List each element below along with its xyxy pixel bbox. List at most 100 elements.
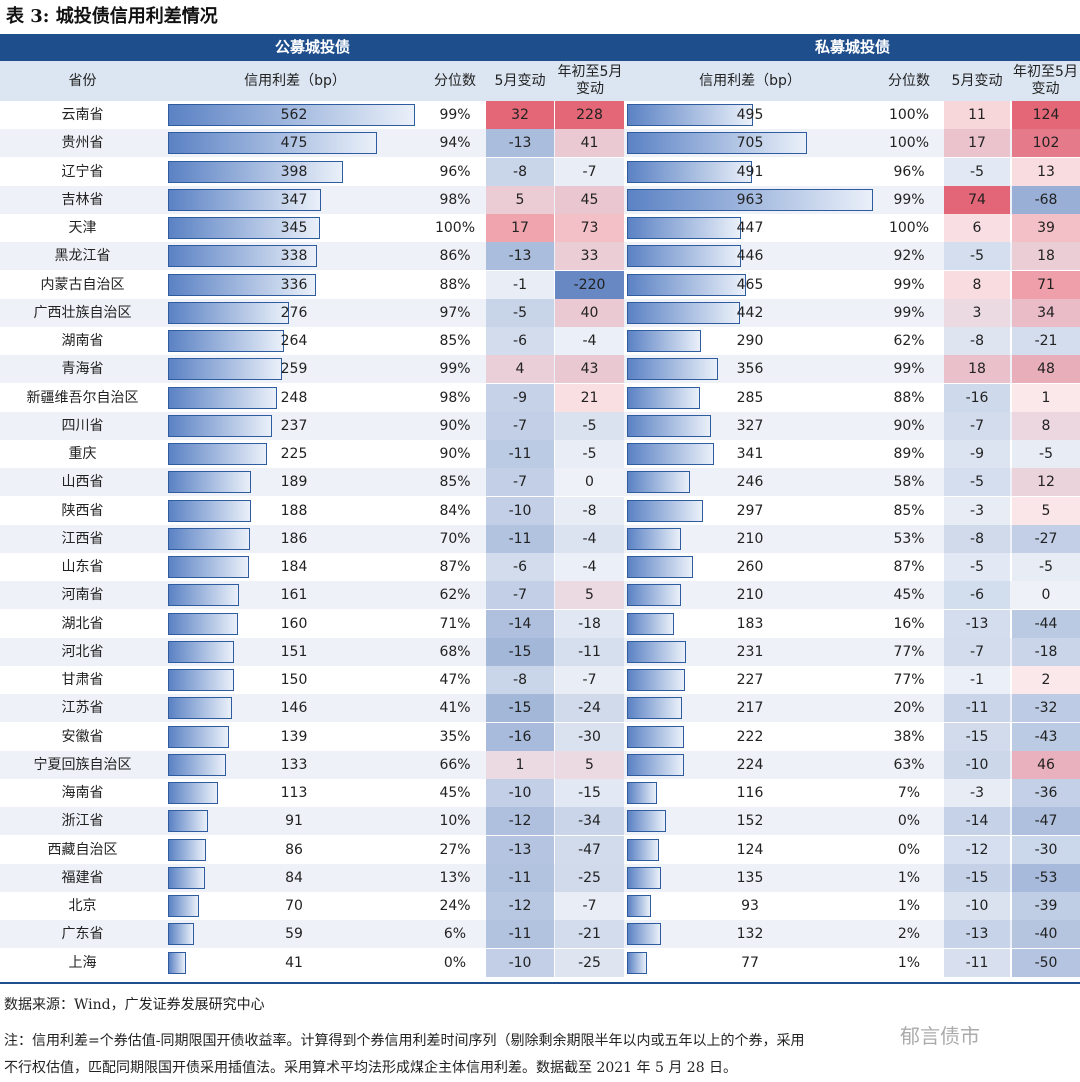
pri-may-change-cell: -3 <box>944 496 1010 525</box>
pub-spread-bar <box>168 753 226 776</box>
pri-may-change-cell: -1 <box>944 666 1010 694</box>
pri-percentile-cell: 85% <box>893 502 925 519</box>
pub-ytd-change-cell: 21 <box>555 383 624 412</box>
pri-ytd-change-cell: 12 <box>1012 468 1080 497</box>
header-pri-ytd-change: 年初至5月变动 <box>1013 64 1078 97</box>
pub-percentile-cell: 90% <box>439 417 471 434</box>
pub-spread-value: 345 <box>280 220 308 236</box>
pub-percentile-cell: 98% <box>439 389 471 406</box>
pub-spread-value: 237 <box>280 417 308 434</box>
note-line-2: 不行权估值，匹配同期限国开债采用插值法。采用算术平均法形成煤企主体信用利差。数据… <box>4 1060 738 1076</box>
pub-spread-bar <box>168 810 208 833</box>
table-row: 甘肃省 150 47% -8 -7 227 77% -1 2 <box>0 666 1080 694</box>
pub-may-change-cell: -11 <box>486 524 554 553</box>
pri-spread-value: 442 <box>736 304 764 321</box>
pub-may-change-cell: -7 <box>486 411 554 440</box>
pri-ytd-change-cell: 102 <box>1012 129 1080 158</box>
pri-percentile-cell: 100% <box>888 220 930 236</box>
pri-percentile-cell: 63% <box>893 756 925 773</box>
pub-may-change-cell: 17 <box>486 214 554 242</box>
pri-may-change-cell: 6 <box>944 214 1010 242</box>
pub-may-change-cell: -7 <box>486 581 554 610</box>
watermark-logo: 郁言债市 <box>900 1024 980 1048</box>
pri-percentile-cell: 87% <box>893 559 925 575</box>
pub-may-change-cell: -16 <box>486 722 554 751</box>
pri-spread-bar <box>627 386 700 409</box>
pri-spread-bar <box>627 584 681 607</box>
pri-may-change-cell: -13 <box>944 920 1010 949</box>
pub-may-change-cell: -11 <box>486 920 554 949</box>
pub-spread-value: 160 <box>280 615 308 632</box>
pub-ytd-change-cell: -220 <box>555 270 624 299</box>
pri-ytd-change-cell: 124 <box>1012 101 1080 129</box>
table-row: 上海 41 0% -10 -25 77 1% -11 -50 <box>0 948 1080 977</box>
pri-ytd-change-cell: -27 <box>1012 524 1080 553</box>
table-row: 新疆维吾尔自治区 248 98% -9 21 285 88% -16 1 <box>0 383 1080 412</box>
pri-spread-value: 341 <box>736 446 764 462</box>
table-row: 广西壮族自治区 276 97% -5 40 442 99% 3 34 <box>0 298 1080 327</box>
province-cell: 湖北省 <box>61 615 104 632</box>
province-cell: 黑龙江省 <box>54 248 111 265</box>
pri-spread-value: 222 <box>736 728 764 745</box>
pri-spread-value: 135 <box>736 869 764 886</box>
pub-spread-bar <box>168 160 343 183</box>
header-pub-percentile: 分位数 <box>434 72 476 89</box>
pub-spread-bar <box>168 358 282 381</box>
table-note: 注：信用利差=个券估值-同期限国开债收益率。计算得到个券信用利差时间序列（剔除剩… <box>4 1028 1076 1082</box>
pub-may-change-cell: -12 <box>486 892 554 920</box>
pub-spread-bar <box>168 782 218 804</box>
pub-ytd-change-cell: -7 <box>555 892 624 920</box>
pub-spread-bar <box>168 301 289 324</box>
pub-ytd-change-cell: -4 <box>555 553 624 581</box>
pri-spread-value: 495 <box>736 107 764 123</box>
pri-ytd-change-cell: 39 <box>1012 214 1080 242</box>
pub-may-change-cell: -13 <box>486 242 554 271</box>
pub-ytd-change-cell: 41 <box>555 129 624 158</box>
pub-spread-bar <box>168 951 186 974</box>
pri-spread-bar <box>627 612 674 635</box>
pri-may-change-cell: -5 <box>944 468 1010 497</box>
pub-percentile-cell: 47% <box>439 672 471 688</box>
pub-percentile-cell: 94% <box>439 135 471 152</box>
pri-percentile-cell: 0% <box>897 841 921 858</box>
pub-may-change-cell: -11 <box>486 863 554 892</box>
table-row: 山东省 184 87% -6 -4 260 87% -5 -5 <box>0 553 1080 581</box>
pub-may-change-cell: -13 <box>486 835 554 864</box>
pri-spread-bar <box>627 330 701 352</box>
pub-percentile-cell: 0% <box>443 954 467 971</box>
pri-ytd-change-cell: -32 <box>1012 694 1080 723</box>
pri-percentile-cell: 38% <box>893 728 925 745</box>
pri-percentile-cell: 92% <box>893 248 925 265</box>
province-cell: 四川省 <box>61 417 104 434</box>
pri-spread-bar <box>627 753 684 776</box>
province-cell: 上海 <box>68 954 97 971</box>
pub-spread-bar <box>168 188 321 211</box>
pub-percentile-cell: 86% <box>439 248 471 265</box>
pub-percentile-cell: 84% <box>439 502 471 519</box>
pri-may-change-cell: 8 <box>944 270 1010 299</box>
pub-spread-value: 248 <box>280 389 308 406</box>
pub-ytd-change-cell: -4 <box>555 524 624 553</box>
pub-spread-bar <box>168 527 250 550</box>
table-row: 湖北省 160 71% -14 -18 183 16% -13 -44 <box>0 609 1080 638</box>
pub-spread-bar <box>168 923 194 946</box>
pri-spread-value: 210 <box>736 587 764 604</box>
pub-spread-value: 59 <box>285 926 303 943</box>
pub-may-change-cell: -1 <box>486 270 554 299</box>
pri-ytd-change-cell: 48 <box>1012 355 1080 384</box>
pub-spread-value: 562 <box>280 107 308 123</box>
pub-spread-value: 161 <box>280 587 308 604</box>
pri-spread-bar <box>627 132 807 155</box>
pub-spread-value: 186 <box>280 530 308 547</box>
pub-may-change-cell: -13 <box>486 129 554 158</box>
table-row: 浙江省 91 10% -12 -34 152 0% -14 -47 <box>0 807 1080 836</box>
pri-spread-bar <box>627 923 661 946</box>
table-row: 河南省 161 62% -7 5 210 45% -6 0 <box>0 581 1080 610</box>
pri-spread-bar <box>627 640 686 663</box>
pub-may-change-cell: 4 <box>486 355 554 384</box>
pub-may-change-cell: -11 <box>486 440 554 468</box>
pri-may-change-cell: -12 <box>944 835 1010 864</box>
pri-may-change-cell: -5 <box>944 242 1010 271</box>
pri-may-change-cell: -11 <box>944 694 1010 723</box>
pri-spread-bar <box>627 556 693 578</box>
